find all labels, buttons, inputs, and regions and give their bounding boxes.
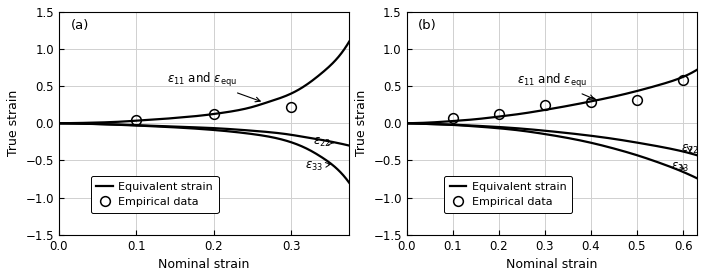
X-axis label: Nominal strain: Nominal strain — [159, 258, 250, 271]
Y-axis label: True strain: True strain — [355, 90, 367, 157]
Text: $\varepsilon_{22}$: $\varepsilon_{22}$ — [313, 136, 333, 149]
Text: $\varepsilon_{22}$: $\varepsilon_{22}$ — [681, 143, 699, 156]
Text: (b): (b) — [418, 19, 437, 32]
X-axis label: Nominal strain: Nominal strain — [506, 258, 598, 271]
Y-axis label: True strain: True strain — [7, 90, 20, 157]
Legend: Equivalent strain, Empirical data: Equivalent strain, Empirical data — [91, 176, 219, 213]
Text: (a): (a) — [71, 19, 88, 32]
Legend: Equivalent strain, Empirical data: Equivalent strain, Empirical data — [444, 176, 572, 213]
Text: $\varepsilon_{33}$: $\varepsilon_{33}$ — [305, 160, 330, 173]
Text: $\varepsilon_{33}$: $\varepsilon_{33}$ — [670, 160, 689, 174]
Text: $\varepsilon_{11}$ and $\varepsilon_\mathrm{equ}$: $\varepsilon_{11}$ and $\varepsilon_\mat… — [517, 72, 594, 99]
Text: $\varepsilon_{11}$ and $\varepsilon_\mathrm{equ}$: $\varepsilon_{11}$ and $\varepsilon_\mat… — [167, 71, 261, 102]
